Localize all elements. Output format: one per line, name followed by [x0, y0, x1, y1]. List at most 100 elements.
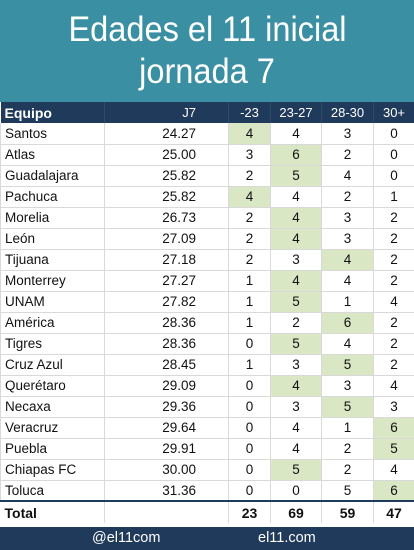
team-name: Chiapas FC: [0, 459, 105, 481]
count-30-plus: 2: [373, 270, 414, 292]
total-avg-cell: [104, 500, 229, 523]
table-row: León 27.09 2 4 3 2: [0, 228, 414, 250]
team-name: Guadalajara: [0, 165, 105, 187]
count-23-27: 2: [270, 312, 322, 334]
team-name: América: [0, 312, 105, 334]
count-23-27: 5: [270, 165, 322, 187]
team-name: Santos: [0, 123, 105, 145]
average-age: 31.36: [104, 480, 229, 502]
total-label: Total: [0, 500, 105, 523]
count-23-27: 3: [270, 249, 322, 271]
count-23-27: 4: [270, 228, 322, 250]
average-age: 30.00: [104, 459, 229, 481]
count-28-30: 2: [321, 144, 374, 166]
count-23-27: 4: [270, 270, 322, 292]
average-age: 27.27: [104, 270, 229, 292]
count-under-23: 1: [228, 312, 271, 334]
average-age: 29.36: [104, 396, 229, 418]
twitter-handle: @el11com: [92, 530, 161, 546]
count-28-30: 3: [321, 375, 374, 397]
title-banner: Edades el 11 inicial jornada 7: [0, 0, 414, 102]
count-under-23: 2: [228, 249, 271, 271]
count-30-plus: 0: [373, 144, 414, 166]
team-name: Veracruz: [0, 417, 105, 439]
count-30-plus: 0: [373, 165, 414, 187]
total-23-27: 69: [270, 500, 322, 523]
count-23-27: 5: [270, 333, 322, 355]
count-30-plus: 2: [373, 207, 414, 229]
table-row: Toluca 31.36 0 0 5 6: [0, 480, 414, 502]
table-row: Santos 24.27 4 4 3 0: [0, 123, 414, 145]
team-name: Morelia: [0, 207, 105, 229]
column-header-under-23: -23: [228, 102, 271, 123]
count-30-plus: 6: [373, 480, 414, 502]
column-header-23-27: 23-27: [270, 102, 322, 123]
team-name: Puebla: [0, 438, 105, 460]
website-link[interactable]: el11.com: [258, 530, 316, 546]
header-row: Equipo J7 -23 23-27 28-30 30+: [0, 102, 414, 123]
count-under-23: 4: [228, 123, 271, 145]
team-name: UNAM: [0, 291, 105, 313]
total-30-plus: 47: [373, 500, 414, 523]
footer-bar: @el11com el11.com: [0, 527, 414, 550]
count-28-30: 2: [321, 459, 374, 481]
average-age: 24.27: [104, 123, 229, 145]
team-name: León: [0, 228, 105, 250]
count-23-27: 5: [270, 459, 322, 481]
team-name: Querétaro: [0, 375, 105, 397]
count-28-30: 3: [321, 228, 374, 250]
count-23-27: 4: [270, 417, 322, 439]
table-body: Santos 24.27 4 4 3 0 Atlas 25.00 3 6 2 0 Guadalajara…: [0, 123, 414, 502]
team-name: Atlas: [0, 144, 105, 166]
title-line-1: Edades el 11 inicial: [67, 10, 347, 49]
count-under-23: 1: [228, 270, 271, 292]
table-row: Morelia 26.73 2 4 3 2: [0, 207, 414, 229]
count-30-plus: 2: [373, 333, 414, 355]
average-age: 28.45: [104, 354, 229, 376]
count-30-plus: 0: [373, 123, 414, 145]
average-age: 25.82: [104, 186, 229, 208]
table-row: Cruz Azul 28.45 1 3 5 2: [0, 354, 414, 376]
table-row: Veracruz 29.64 0 4 1 6: [0, 417, 414, 439]
table-row: Chiapas FC 30.00 0 5 2 4: [0, 459, 414, 481]
count-28-30: 1: [321, 291, 374, 313]
column-header-30-plus: 30+: [373, 102, 414, 123]
count-30-plus: 3: [373, 396, 414, 418]
count-30-plus: 2: [373, 249, 414, 271]
count-under-23: 0: [228, 375, 271, 397]
total-row: Total 23 69 59 47: [0, 500, 414, 523]
count-23-27: 4: [270, 123, 322, 145]
count-under-23: 1: [228, 291, 271, 313]
count-28-30: 5: [321, 396, 374, 418]
count-under-23: 0: [228, 396, 271, 418]
average-age: 29.64: [104, 417, 229, 439]
count-28-30: 6: [321, 312, 374, 334]
count-28-30: 3: [321, 207, 374, 229]
table-row: América 28.36 1 2 6 2: [0, 312, 414, 334]
table-row: Guadalajara 25.82 2 5 4 0: [0, 165, 414, 187]
count-under-23: 2: [228, 165, 271, 187]
count-under-23: 2: [228, 207, 271, 229]
average-age: 27.18: [104, 249, 229, 271]
count-30-plus: 1: [373, 186, 414, 208]
count-28-30: 4: [321, 270, 374, 292]
average-age: 25.00: [104, 144, 229, 166]
count-under-23: 0: [228, 459, 271, 481]
team-name: Tijuana: [0, 249, 105, 271]
count-23-27: 3: [270, 354, 322, 376]
count-23-27: 4: [270, 186, 322, 208]
count-30-plus: 2: [373, 354, 414, 376]
count-28-30: 5: [321, 480, 374, 502]
count-28-30: 2: [321, 438, 374, 460]
count-28-30: 2: [321, 186, 374, 208]
table-row: Atlas 25.00 3 6 2 0: [0, 144, 414, 166]
team-name: Monterrey: [0, 270, 105, 292]
count-28-30: 5: [321, 354, 374, 376]
count-23-27: 5: [270, 291, 322, 313]
table-row: Necaxa 29.36 0 3 5 3: [0, 396, 414, 418]
count-28-30: 4: [321, 333, 374, 355]
average-age: 27.82: [104, 291, 229, 313]
total-28-30: 59: [321, 500, 374, 523]
count-28-30: 4: [321, 249, 374, 271]
team-name: Cruz Azul: [0, 354, 105, 376]
